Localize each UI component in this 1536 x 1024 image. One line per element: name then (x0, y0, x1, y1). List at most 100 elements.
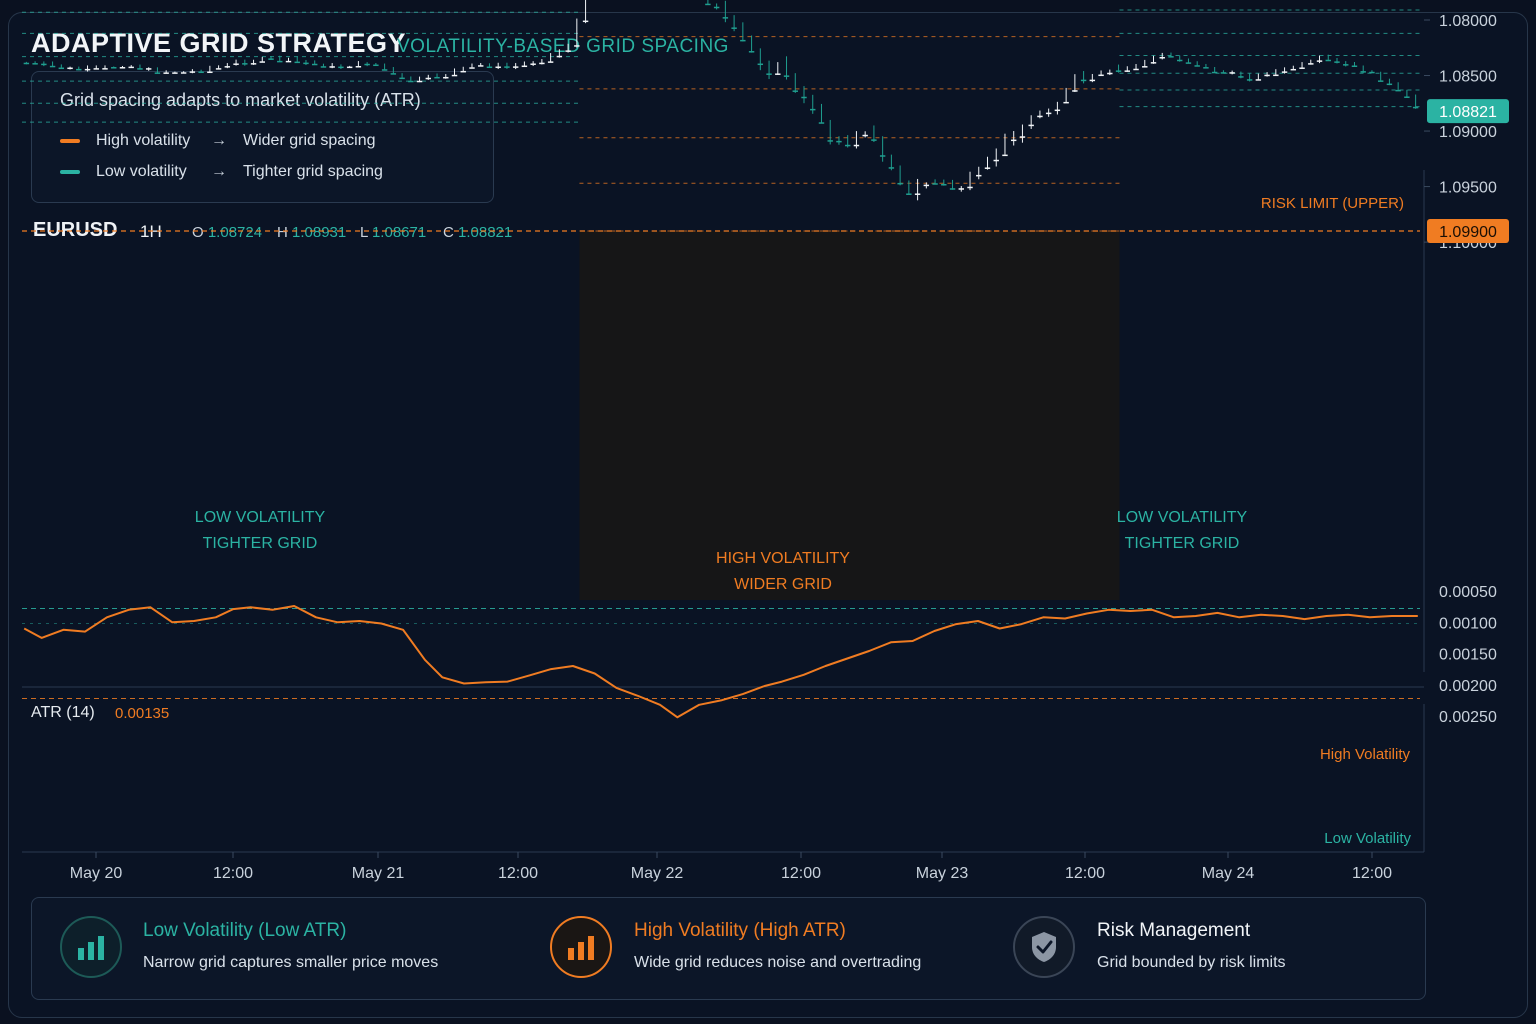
ohlc-low-value: 1.08671 (371, 224, 427, 241)
zone-label: LOW VOLATILITY (195, 509, 326, 526)
candle-body (93, 68, 99, 70)
candle-body (443, 76, 449, 79)
risk-limit-upper-label: RISK LIMIT (UPPER) (1261, 195, 1404, 212)
time-tick-label: May 24 (1202, 865, 1255, 882)
shield-check-icon (1032, 932, 1056, 962)
candle-body (294, 61, 300, 64)
candle-body (373, 64, 379, 67)
card-title: Risk Management (1097, 920, 1251, 941)
candle-body (705, 3, 711, 6)
candle-body (844, 144, 851, 147)
candle-body (364, 63, 370, 66)
candle-body (1316, 60, 1323, 62)
candle-body (1168, 56, 1174, 58)
candle-body (976, 174, 982, 177)
candle-body (277, 60, 283, 63)
candle-body (958, 188, 964, 190)
atr-tick-label: 0.00050 (1439, 584, 1497, 601)
high-volatility-icon-circle (550, 916, 612, 978)
candle-body (818, 122, 825, 124)
candle-body (1360, 71, 1366, 73)
candle-body (539, 62, 545, 65)
candle-body (783, 75, 790, 77)
ohlc-high-value: 1.08931 (292, 224, 347, 241)
candle-body (215, 68, 222, 70)
candle-body (810, 108, 816, 111)
candle-body (58, 67, 65, 70)
high-volatility-zone-bg (579, 231, 1120, 600)
candle-body (329, 66, 335, 68)
candle-body (119, 67, 126, 69)
teal-swatch (60, 170, 80, 174)
arrow-right-icon: → (211, 163, 227, 180)
time-tick-label: 12:00 (213, 865, 253, 882)
candle-body (1037, 115, 1043, 118)
candle-body (530, 63, 536, 65)
candle-body (381, 69, 388, 71)
candle-body (145, 68, 152, 70)
candle-body (1369, 71, 1375, 74)
bar-chart-icon (78, 936, 104, 960)
candle-body (1343, 64, 1349, 66)
candle-body (932, 183, 938, 185)
zone-label: LOW VOLATILITY (1117, 509, 1248, 526)
card-desc: Narrow grid captures smaller price moves (143, 954, 439, 971)
candle-body (128, 66, 134, 69)
current-price-tag-bg (1427, 99, 1509, 124)
candle-body (285, 60, 292, 63)
candle-body (888, 167, 895, 169)
candle-body (303, 62, 309, 65)
candle-body (32, 63, 38, 65)
candle-body (425, 77, 432, 80)
candle-body (1142, 66, 1148, 68)
zone-label: WIDER GRID (734, 576, 832, 593)
candle-body (250, 63, 257, 65)
zone-label: TIGHTER GRID (1125, 535, 1240, 552)
candle-body (1159, 56, 1165, 59)
candle-body (478, 65, 484, 67)
zone-label: HIGH VOLATILITY (716, 550, 850, 567)
low-volatility-icon-circle (60, 916, 122, 978)
ohlc-open-value: 1.08724 (207, 224, 263, 241)
candle-body (914, 193, 921, 195)
legend-row-high: High volatility → Wider grid spacing (60, 131, 376, 151)
symbol-label[interactable]: EURUSD (33, 219, 118, 241)
time-tick-label: May 20 (70, 865, 123, 882)
candle-body (574, 45, 580, 47)
candle-body (224, 66, 231, 68)
candle-body (582, 20, 589, 23)
candle-body (1273, 74, 1279, 77)
candle-body (775, 73, 781, 75)
candle-body (1124, 70, 1131, 72)
current-price-tag: 1.08821 (1439, 104, 1497, 121)
candle-body (180, 72, 187, 74)
candle-body (460, 70, 466, 73)
ohlc-close-label: C (443, 224, 454, 241)
candle-body (1133, 68, 1139, 71)
candle-body (757, 63, 764, 66)
candle-body (1002, 154, 1008, 157)
candle-body (408, 80, 414, 83)
candle-body (172, 72, 178, 74)
candle-body (1377, 80, 1384, 82)
candle-body (871, 139, 877, 141)
orange-swatch (60, 139, 80, 143)
candle-body (853, 144, 860, 147)
candle-body (713, 6, 720, 9)
card-desc: Wide grid reduces noise and overtrading (634, 954, 922, 971)
upper-limit-tag: 1.09900 (1439, 224, 1497, 241)
candle-body (495, 66, 501, 69)
time-tick-label: 12:00 (1352, 865, 1392, 882)
time-tick-label: 12:00 (498, 865, 538, 882)
candle-body (390, 73, 397, 75)
candle-body (1019, 136, 1026, 138)
candle-body (766, 73, 772, 75)
upper-limit-tag-bg (1427, 219, 1509, 243)
candle-body (355, 66, 362, 68)
candle-body (1246, 79, 1253, 81)
candle-body (740, 39, 746, 42)
atr-threshold-label: High Volatility (1320, 746, 1411, 763)
candle-body (1334, 61, 1340, 63)
candle-body (469, 67, 475, 69)
